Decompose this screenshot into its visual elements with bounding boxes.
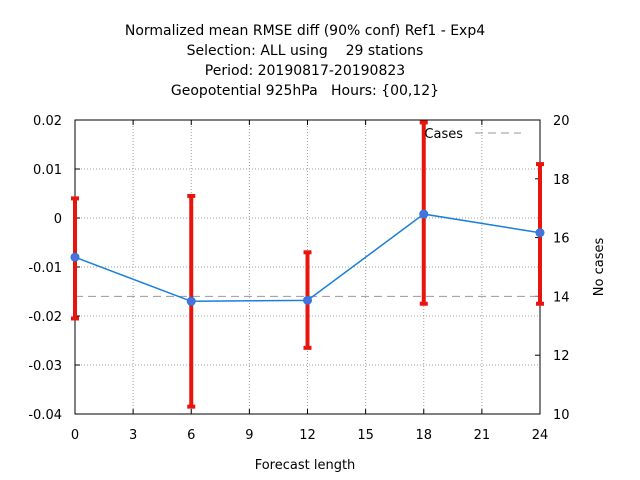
x-axis-label: Forecast length (255, 458, 356, 473)
y2-tick-label: 16 (553, 232, 570, 247)
x-tick-label: 6 (187, 428, 195, 443)
data-point (419, 209, 429, 219)
title-line-2: Selection: ALL using 29 stations (187, 43, 424, 59)
data-point (535, 228, 545, 238)
x-tick-label: 9 (245, 428, 253, 443)
y-tick-label: -0.04 (28, 408, 62, 423)
title-line-1: Normalized mean RMSE diff (90% conf) Ref… (125, 23, 485, 39)
title-line-4: Geopotential 925hPa Hours: {00,12} (171, 83, 439, 99)
data-point (303, 295, 312, 305)
x-tick-label: 15 (357, 428, 374, 443)
legend-label-cases: Cases (424, 127, 463, 142)
x-tick-label: 3 (129, 428, 137, 443)
y-tick-label: 0.01 (33, 163, 62, 178)
y2-tick-label: 14 (553, 290, 570, 305)
x-axis: 0 3 6 9 12 15 18 21 24 (71, 120, 548, 443)
x-tick-label: 24 (532, 428, 549, 443)
data-point (186, 296, 196, 306)
x-tick-label: 12 (299, 428, 316, 443)
y-axis: 0.02 0.01 0 -0.01 -0.02 -0.03 -0.04 (28, 114, 80, 423)
y-tick-label: -0.02 (28, 310, 62, 325)
y2-axis-label: No cases (592, 238, 607, 297)
chart-title: Normalized mean RMSE diff (90% conf) Ref… (125, 23, 485, 99)
y2-tick-label: 18 (553, 173, 570, 188)
data-point (70, 252, 80, 262)
y-tick-label: 0 (54, 212, 62, 227)
legend: Cases (424, 127, 521, 142)
x-tick-label: 0 (71, 428, 79, 443)
y2-tick-label: 20 (553, 114, 570, 129)
y2-axis: 20 18 16 14 12 10 (535, 114, 570, 423)
title-line-3: Period: 20190817-20190823 (205, 63, 405, 79)
y-tick-label: -0.03 (28, 359, 62, 374)
x-tick-label: 18 (415, 428, 432, 443)
y-tick-label: 0.02 (33, 114, 62, 129)
y2-tick-label: 12 (553, 349, 570, 364)
x-tick-label: 21 (474, 428, 491, 443)
y-tick-label: -0.01 (28, 261, 62, 276)
y2-tick-label: 10 (553, 408, 570, 423)
rmse-diff-series (70, 209, 545, 306)
